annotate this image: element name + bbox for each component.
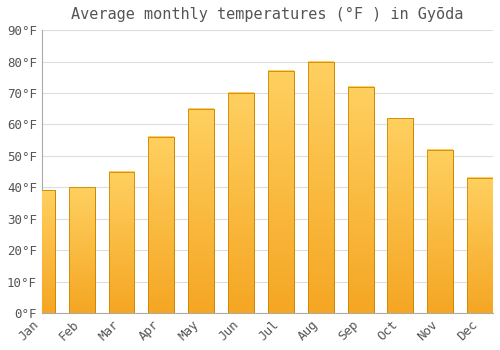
Bar bbox=[268, 71, 294, 313]
Bar bbox=[388, 118, 413, 313]
Title: Average monthly temperatures (°F ) in Gyōda: Average monthly temperatures (°F ) in Gy… bbox=[71, 7, 464, 22]
Bar bbox=[428, 149, 453, 313]
Bar bbox=[68, 187, 94, 313]
Bar bbox=[29, 190, 55, 313]
Bar bbox=[467, 178, 493, 313]
Bar bbox=[148, 137, 174, 313]
Bar bbox=[268, 71, 294, 313]
Bar bbox=[228, 93, 254, 313]
Bar bbox=[29, 190, 55, 313]
Bar bbox=[467, 178, 493, 313]
Bar bbox=[188, 109, 214, 313]
Bar bbox=[308, 62, 334, 313]
Bar bbox=[108, 172, 134, 313]
Bar bbox=[108, 172, 134, 313]
Bar bbox=[348, 87, 374, 313]
Bar bbox=[428, 149, 453, 313]
Bar bbox=[348, 87, 374, 313]
Bar bbox=[68, 187, 94, 313]
Bar bbox=[148, 137, 174, 313]
Bar bbox=[228, 93, 254, 313]
Bar bbox=[388, 118, 413, 313]
Bar bbox=[308, 62, 334, 313]
Bar bbox=[188, 109, 214, 313]
